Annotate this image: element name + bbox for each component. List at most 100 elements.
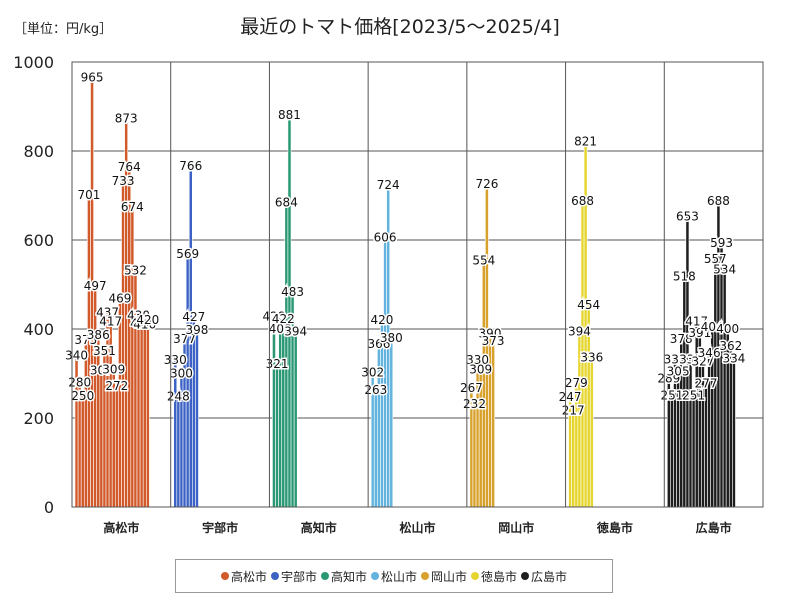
bar — [127, 166, 132, 508]
data-label: 569 — [176, 247, 199, 261]
bar — [284, 202, 289, 508]
unit-label: ［単位：円/kg］ — [14, 22, 113, 37]
legend-label: 徳島市 — [481, 569, 518, 584]
data-label: 309 — [102, 362, 125, 376]
data-label: 881 — [278, 108, 301, 122]
data-label: 307 — [90, 363, 113, 377]
data-label: 279 — [565, 376, 588, 390]
data-label: 375 — [74, 333, 97, 347]
data-label: 701 — [77, 188, 100, 202]
data-label: 247 — [559, 390, 582, 404]
data-label: 362 — [719, 339, 742, 353]
bar — [389, 337, 394, 508]
bar — [115, 385, 119, 508]
data-label: 321 — [266, 357, 289, 371]
bar — [84, 339, 88, 508]
bar — [130, 206, 135, 508]
data-label: 340 — [65, 349, 88, 363]
bar — [287, 114, 292, 508]
data-label: 300 — [170, 367, 193, 381]
data-label: 422 — [272, 312, 295, 326]
chart-title: 最近のトマト価格[2023/5～2025/4] — [240, 16, 560, 38]
bar — [173, 359, 178, 508]
bar — [139, 323, 144, 508]
category-label: 高松市 — [103, 520, 139, 535]
legend-label: 高知市 — [330, 569, 367, 584]
legend-item: 高松市 — [220, 568, 267, 585]
data-label: 232 — [463, 397, 486, 411]
data-label: 428 — [263, 310, 286, 324]
bar — [133, 269, 138, 508]
y-tick-label: 800 — [23, 142, 54, 161]
data-label: 420 — [371, 313, 394, 327]
data-label: 427 — [182, 310, 205, 324]
data-label: 305 — [667, 364, 690, 378]
data-label: 309 — [469, 362, 492, 376]
data-label: 417 — [685, 314, 708, 328]
data-label: 724 — [377, 178, 400, 192]
legend-marker — [320, 572, 329, 580]
y-tick-label: 0 — [44, 498, 54, 517]
legend-item: 岡山市 — [421, 568, 467, 585]
data-label: 726 — [475, 177, 498, 191]
legend-label: 高松市 — [230, 569, 267, 584]
data-label: 653 — [676, 209, 699, 223]
data-label: 606 — [374, 230, 397, 244]
legend-item: 広島市 — [521, 568, 567, 585]
data-label: 280 — [68, 375, 91, 389]
data-label: 534 — [713, 262, 736, 276]
category-label: 広島市 — [696, 520, 732, 535]
data-label: 733 — [112, 174, 135, 188]
legend-marker — [270, 572, 279, 580]
data-label: 386 — [87, 328, 110, 342]
data-label: 554 — [472, 253, 495, 267]
category-label: 松山市 — [399, 520, 435, 535]
y-tick-label: 1000 — [13, 53, 54, 72]
data-label: 688 — [707, 194, 730, 208]
legend-item: 徳島市 — [471, 568, 517, 585]
data-label: 437 — [96, 306, 119, 320]
data-label: 417 — [99, 314, 122, 328]
data-label: 766 — [179, 159, 202, 173]
data-label: 332 — [664, 352, 687, 366]
data-label: 430 — [127, 309, 150, 323]
bar — [589, 357, 594, 508]
data-label: 334 — [722, 351, 745, 365]
legend-marker — [220, 572, 229, 580]
data-label: 394 — [284, 325, 307, 339]
data-label: 398 — [186, 323, 209, 337]
data-label: 250 — [71, 389, 94, 403]
legend-label: 岡山市 — [431, 569, 468, 584]
bar — [691, 395, 696, 508]
data-label: 532 — [124, 263, 147, 277]
bar — [272, 316, 276, 508]
bar — [176, 396, 181, 508]
category-label: 高知市 — [301, 520, 337, 535]
bar — [472, 403, 477, 508]
plot-frame — [71, 61, 764, 508]
bar — [722, 269, 727, 508]
data-label: 684 — [275, 196, 298, 210]
bar — [96, 334, 101, 508]
bar — [293, 331, 298, 508]
bar — [142, 324, 147, 508]
bar — [118, 297, 122, 508]
data-label: 410 — [133, 318, 156, 332]
data-label: 469 — [108, 291, 131, 305]
data-label: 400 — [716, 322, 739, 336]
legend-marker — [370, 572, 379, 580]
bar — [146, 319, 150, 508]
data-label: 251 — [660, 388, 683, 402]
data-label: 302 — [361, 366, 384, 380]
data-label: 674 — [121, 200, 144, 214]
data-label: 263 — [364, 383, 387, 397]
y-tick-label: 200 — [23, 409, 54, 428]
data-label: 518 — [673, 269, 696, 283]
legend-label: 松山市 — [380, 569, 417, 584]
bar — [373, 389, 378, 508]
legend-label: 広島市 — [531, 569, 568, 584]
bar — [281, 318, 286, 508]
data-label: 251 — [682, 388, 705, 402]
data-label: 380 — [380, 331, 403, 345]
